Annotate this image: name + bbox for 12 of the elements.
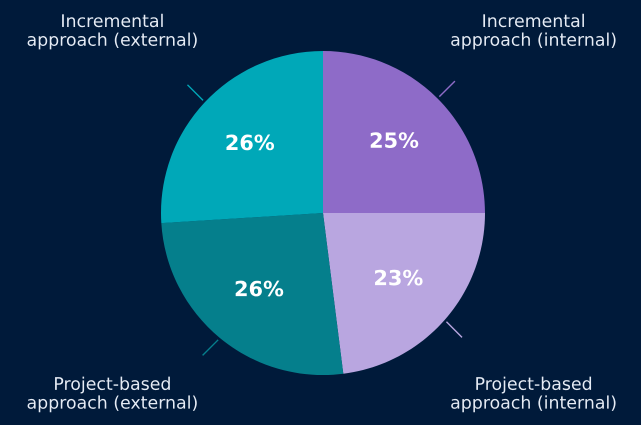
slice-label: Project-based approach (external) xyxy=(28,376,197,412)
data-label: 25% xyxy=(370,132,418,148)
data-label: 23% xyxy=(375,270,423,286)
slice-label: Incremental approach (internal) xyxy=(451,14,616,50)
slice-label: Project-based approach (internal) xyxy=(451,376,616,412)
data-label: 26% xyxy=(226,134,274,150)
pie-slice xyxy=(323,213,485,374)
pie-slice xyxy=(161,51,323,224)
pie-slice xyxy=(161,213,344,375)
pie-slice xyxy=(323,51,485,213)
data-label: 26% xyxy=(236,280,284,296)
slice-label: Incremental approach (external) xyxy=(28,14,197,50)
